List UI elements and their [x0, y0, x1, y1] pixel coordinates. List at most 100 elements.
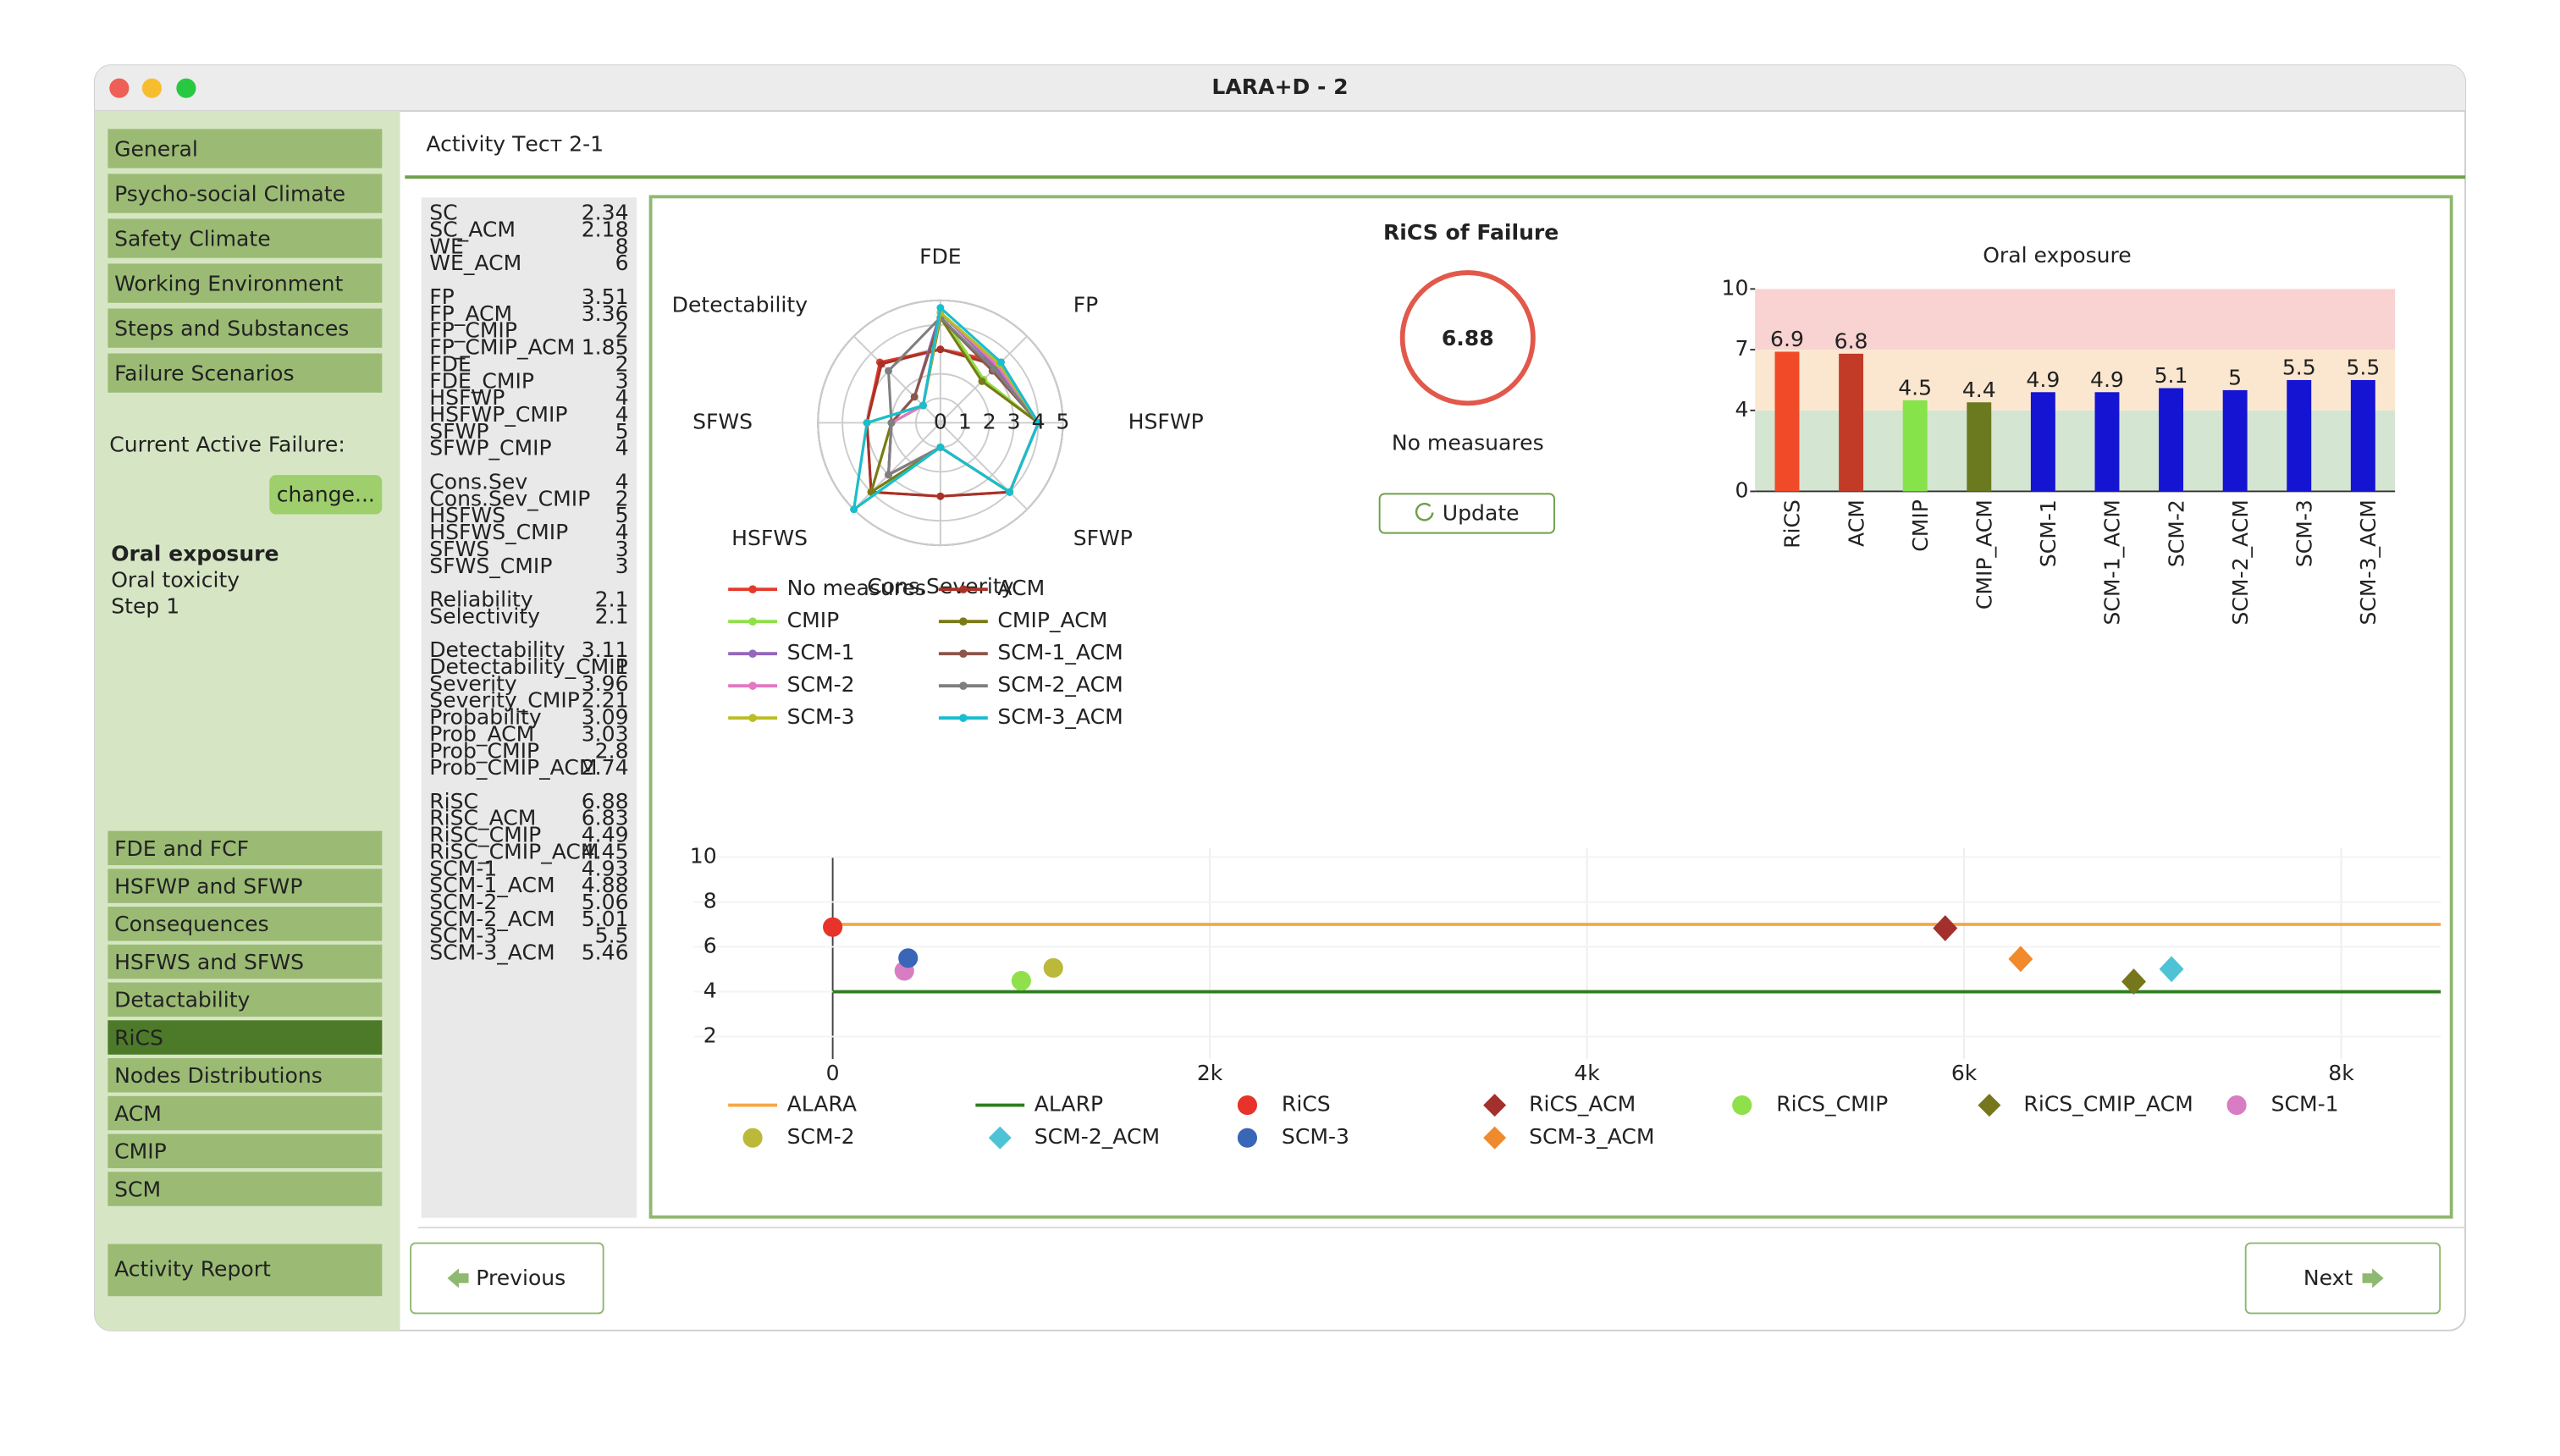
nav-item-label: HSFWP and SFWP: [114, 874, 302, 899]
legend-swatch-dot: [748, 649, 757, 658]
nav-item[interactable]: [108, 982, 383, 1018]
radar-point: [978, 377, 986, 385]
stat-value: 4.49: [582, 823, 629, 847]
bar-category-label: SCM-2_ACM: [2228, 499, 2253, 625]
radar-point: [910, 393, 919, 401]
stat-name: FP_CMIP_ACM: [429, 335, 575, 360]
legend-swatch-dot: [748, 714, 757, 722]
nav-item-label: Psycho-social Climate: [114, 181, 345, 206]
nav-item[interactable]: [108, 830, 383, 866]
legend-swatch: [1732, 1095, 1752, 1116]
bar-y-tick-label: 10: [1722, 275, 1749, 300]
stat-name: SC: [429, 201, 457, 225]
stat-value: 6.83: [582, 806, 629, 830]
nav-item[interactable]: [108, 308, 383, 348]
nav-item[interactable]: [108, 218, 383, 258]
legend-swatch: [2226, 1095, 2247, 1116]
y-tick-label: 2: [703, 1023, 717, 1048]
stat-value: 4: [615, 436, 629, 461]
nav-item[interactable]: [108, 869, 383, 903]
update-label: Update: [1443, 500, 1520, 525]
stat-name: Detectability: [429, 637, 566, 662]
legend-swatch: [988, 1126, 1012, 1150]
radar-axis-label: SFWP: [1073, 526, 1133, 550]
legend-label: SCM-3: [787, 704, 855, 729]
nav-item[interactable]: [108, 129, 383, 168]
next-button[interactable]: [2244, 1242, 2441, 1315]
report-button[interactable]: [108, 1244, 383, 1297]
stat-name: Detectability_CMIP: [429, 654, 628, 679]
stat-name: SCM-3_ACM: [429, 940, 554, 965]
y-tick-label: 4: [703, 979, 717, 1003]
previous-button[interactable]: [410, 1242, 604, 1315]
stat-name: Cons.Sev: [429, 469, 527, 494]
legend-label: CMIP: [787, 608, 840, 632]
stat-name: SCM-1_ACM: [429, 873, 554, 897]
bar: [2159, 388, 2184, 492]
bar-value-label: 4.5: [1898, 375, 1932, 400]
radar-axis-label: SFWS: [692, 409, 753, 433]
bar-value-label: 5.5: [2282, 355, 2316, 379]
stat-name: Prob_CMIP: [429, 738, 539, 763]
radar-point: [936, 345, 945, 354]
bar-y-tick-label: 7: [1735, 336, 1749, 361]
x-tick-label: 0: [826, 1061, 840, 1085]
scatter-point: [898, 948, 919, 968]
nav-item-label: SCM: [114, 1177, 161, 1201]
stat-value: 4: [615, 469, 629, 494]
stat-value: 2: [615, 318, 629, 343]
stat-value: 2: [615, 486, 629, 510]
scatter-point: [2008, 946, 2033, 973]
stat-name: HSFWP: [429, 385, 505, 410]
nav-item[interactable]: [108, 1172, 383, 1206]
nav-item[interactable]: [108, 263, 383, 303]
nav-item[interactable]: [108, 174, 383, 213]
bar-value-label: 4.9: [2026, 367, 2060, 392]
legend-label: SCM-1: [2271, 1092, 2339, 1117]
gauge-status: No measuares: [1392, 431, 1544, 455]
stat-name: SFWS_CMIP: [429, 554, 552, 578]
radar-axis-label: Cons.Severity: [867, 574, 1013, 598]
radar-axis-label: FP: [1073, 293, 1099, 317]
legend-swatch: [1237, 1128, 1258, 1148]
radar-point: [919, 401, 927, 410]
stat-value: 2.1: [595, 604, 629, 628]
radar-axis-label: FDE: [919, 245, 962, 269]
legend-label: SCM-1_ACM: [997, 640, 1123, 665]
nav-item[interactable]: [108, 1058, 383, 1093]
stat-name: RiSC: [429, 789, 478, 813]
stat-name: Severity: [429, 671, 517, 696]
scatter-point: [823, 917, 843, 937]
stat-value: 1.85: [582, 335, 629, 360]
stat-name: WE_ACM: [429, 251, 521, 275]
bar-category-label: SCM-3_ACM: [2356, 499, 2381, 625]
x-tick-label: 6k: [1951, 1061, 1978, 1085]
nav-item-label: Detactability: [114, 988, 250, 1012]
bar-category-label: CMIP_ACM: [1972, 499, 1996, 609]
legend-label: RiCS_CMIP_ACM: [2023, 1092, 2193, 1117]
nav-item-active[interactable]: [108, 1020, 383, 1055]
bar-category-label: SCM-1: [2036, 499, 2061, 567]
gauge-title: RiCS of Failure: [1383, 220, 1559, 245]
close-button[interactable]: [109, 78, 130, 98]
nav-item[interactable]: [108, 1133, 383, 1169]
stat-value: 2.21: [582, 688, 629, 713]
nav-item[interactable]: [108, 944, 383, 979]
stat-name: SFWP: [429, 419, 488, 444]
nav-item[interactable]: [108, 353, 383, 393]
bar-value-label: 5: [2228, 365, 2242, 389]
legend-swatch-dot: [959, 714, 968, 722]
bar-category-label: SCM-1_ACM: [2100, 499, 2125, 625]
minimize-button[interactable]: [141, 78, 162, 98]
zoom-button[interactable]: [176, 78, 196, 98]
change-button[interactable]: [269, 475, 383, 515]
stat-name: SCM-1: [429, 856, 497, 880]
stat-value: 3.96: [582, 671, 629, 696]
legend-label: ALARA: [787, 1092, 857, 1117]
nav-item[interactable]: [108, 1095, 383, 1131]
nav-item[interactable]: [108, 907, 383, 941]
radar-tick-label: 4: [1032, 409, 1046, 433]
bar-y-tick-label: 4: [1735, 397, 1749, 422]
bar-value-label: 5.1: [2154, 363, 2188, 388]
bar: [2350, 379, 2375, 492]
